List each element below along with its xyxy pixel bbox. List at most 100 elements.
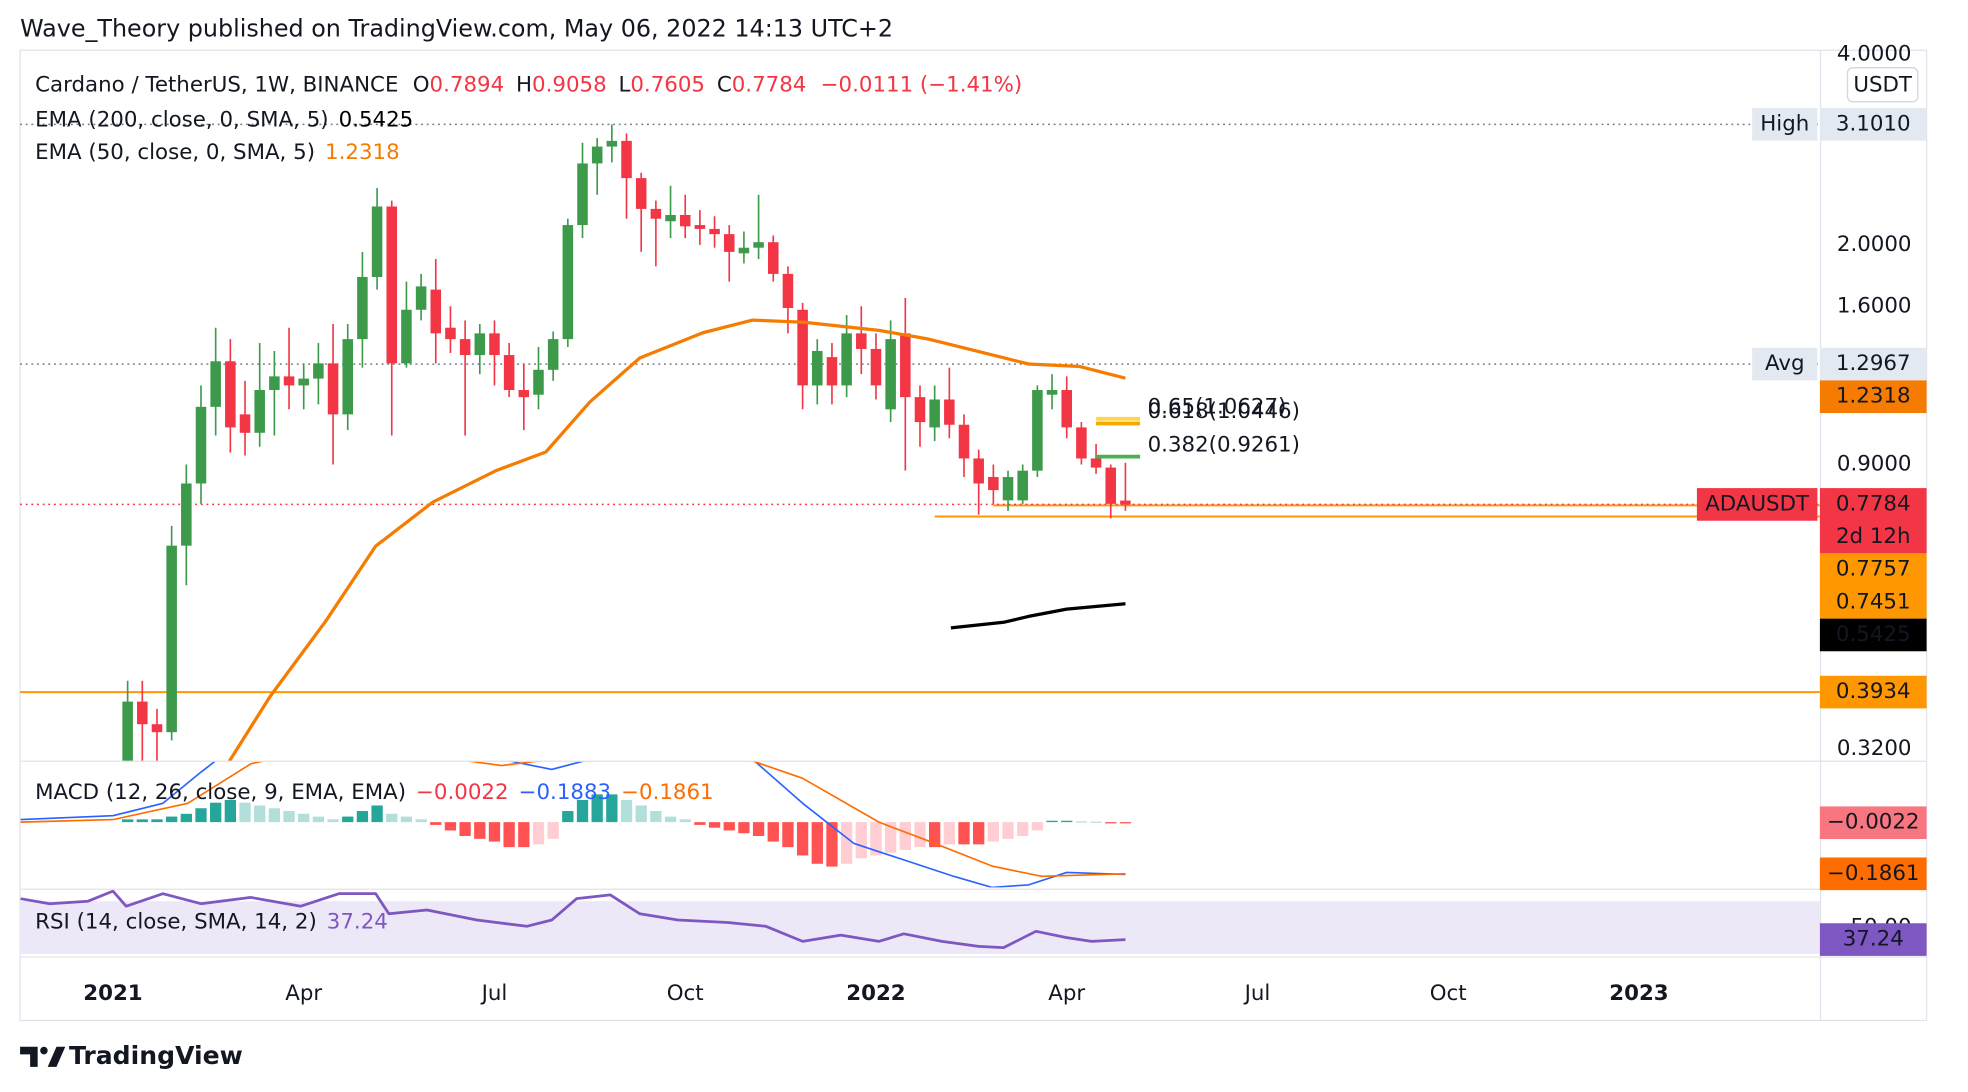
macd-histogram-bar [694,822,706,825]
macd-histogram-bar [1090,821,1102,823]
macd-histogram-bar [899,822,911,850]
price-badge [1819,108,1927,141]
macd-histogram-bar [210,802,222,823]
macd-histogram-bar [840,822,853,864]
price-badge-label: 0.3934 [1836,679,1911,704]
price-tag-label: Avg [1765,351,1805,376]
macd-histogram-bar [298,813,310,823]
macd-value: −0.1861 [621,780,714,805]
symbol-legend: Cardano / TetherUS, 1W, BINANCE O0.7894 … [35,72,1022,97]
candle-body [577,163,588,226]
price-tag [1752,347,1818,381]
macd-histogram-bar [782,822,794,848]
candle-body [562,225,574,340]
candle-body [415,286,427,310]
candle-body [885,339,896,410]
macd-histogram-bar [283,811,295,823]
macd-histogram-bar [1002,822,1014,839]
macd-histogram-bar [870,822,882,856]
price-badge [1819,806,1927,840]
macd-histogram-bar [767,822,779,842]
currency-box[interactable] [1846,67,1919,103]
price-badge-label: 0.5425 [1836,622,1911,647]
price-badge [1819,675,1927,709]
candle-body [503,355,515,391]
macd-title: MACD (12, 26, close, 9, EMA, EMA) [35,780,406,805]
ohlc-value: 0.7605 [630,72,705,97]
candle-body [1076,427,1087,459]
candle-body [239,414,251,433]
ema-line [950,602,1126,630]
macd-histogram-bar [929,822,941,848]
price-badge-label: −0.1861 [1827,861,1920,886]
brand: TradingView [69,1041,243,1070]
macd-histogram-bar [826,822,838,867]
fib-label: 0.618(1.0446) [1148,399,1300,424]
main-pane: 0.382(0.9261) 0.618(1.0446)0.65(1.0627) [20,123,1820,761]
candle-body [445,327,456,340]
ohlc-value: 0.7894 [430,72,505,97]
macd-histogram-bar [136,819,148,823]
candle-body [1061,390,1072,428]
candle-body [767,242,779,274]
logo-shape [40,1046,48,1055]
candle-body [841,333,852,386]
macd-histogram-bar [371,805,383,823]
candle-body [679,214,691,227]
candle-body [914,397,926,423]
macd-histogram-bar [224,799,236,823]
x-tick-label: Jul [480,981,508,1006]
ema-value: 1.2318 [325,140,400,165]
candle-body [738,247,750,254]
rsi-value: 37.24 [327,910,388,935]
candle-body [1120,500,1131,505]
price-badge [1819,488,1927,554]
y-tick-label: 2.0000 [1837,232,1912,257]
macd-histogram-bar [796,822,809,856]
x-tick-label: Oct [667,981,704,1006]
candle-body [606,140,618,147]
price-badge-label: 2d 12h [1836,524,1911,549]
macd-histogram-bar [459,822,471,837]
candle-body [635,178,647,209]
macd-histogram-bar [400,816,413,823]
candle-body [1032,390,1043,471]
candle-body [547,339,559,370]
macd-histogram-bar [195,808,207,823]
macd-histogram-bar [444,822,457,831]
y-tick-label: 1.6000 [1837,293,1912,318]
macd-legend: MACD (12, 26, close, 9, EMA, EMA) −0.0022… [35,780,713,805]
candle-body [856,333,867,349]
x-tick-label: Oct [1430,981,1467,1006]
macd-line [20,761,1126,878]
macd-histogram-bar [430,822,442,825]
macd-histogram-bar [973,822,985,845]
candle-body [342,339,354,415]
macd-histogram-bar [532,822,545,845]
candle-body [313,363,324,379]
macd-histogram-bar [562,811,574,823]
macd-histogram-bar [606,794,618,823]
macd-histogram-bar [254,805,266,823]
macd-histogram-bar [591,794,603,823]
candle-body [327,363,339,415]
ohlc-letter: H [516,72,532,97]
macd-histogram-bar [635,805,647,823]
macd-histogram-bar [650,811,662,823]
candle-body [195,406,207,484]
macd-histogram-bar [415,819,427,823]
x-tick-label: 2022 [846,981,905,1006]
ema-legend: EMA (50, close, 0, SMA, 5) 1.2318 [35,140,400,165]
macd-value: −0.1883 [519,780,612,805]
symbol-title: Cardano / TetherUS, 1W, BINANCE [35,72,398,97]
ohlc-value: 0.9058 [532,72,607,97]
macd-histogram-bar [723,822,735,831]
y-tick-label: 4.0000 [1837,41,1912,66]
candle-body [371,206,383,277]
macd-histogram-bar [356,811,369,823]
candle-body [650,208,662,219]
rsi-legend: RSI (14, close, SMA, 14, 2) 37.24 [35,910,388,935]
candle-body [518,390,530,398]
logo-shape [47,1046,66,1067]
